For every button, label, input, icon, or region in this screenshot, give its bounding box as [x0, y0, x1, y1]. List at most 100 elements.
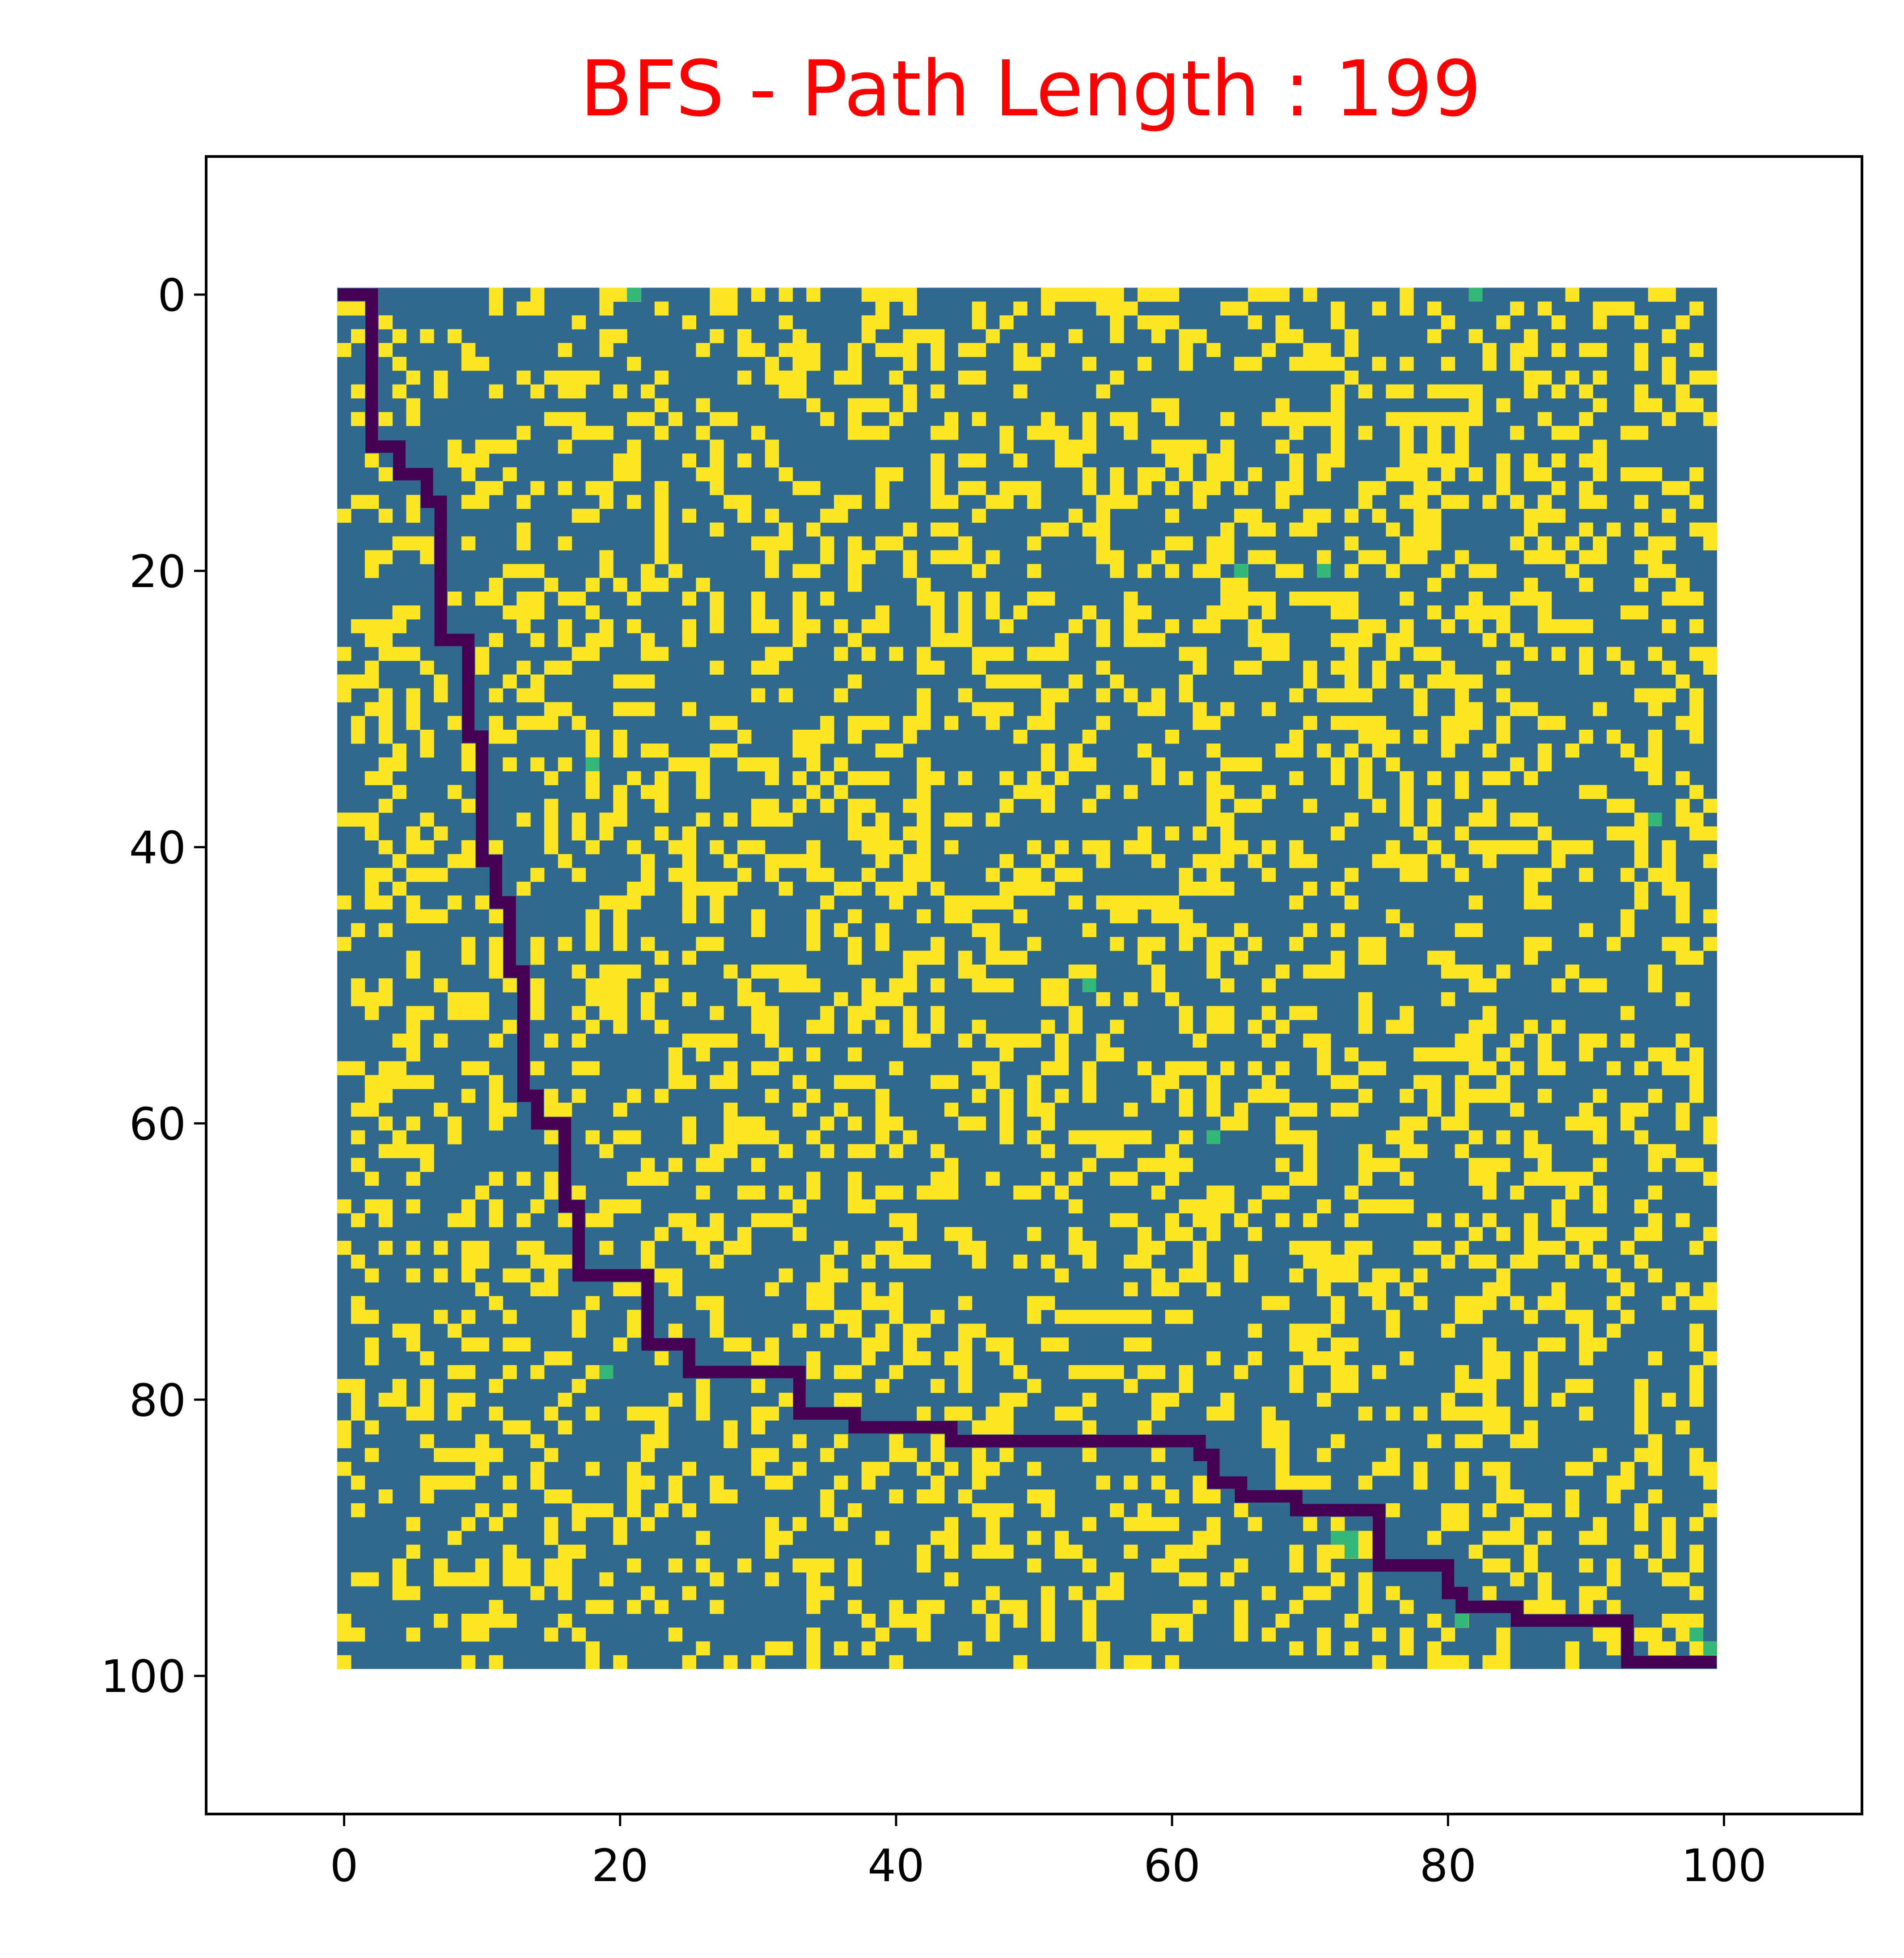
obstacle-cell: [1054, 1047, 1069, 1061]
obstacle-cell: [1523, 647, 1538, 661]
obstacle-cell: [558, 536, 572, 550]
obstacle-cell: [1068, 964, 1096, 979]
obstacle-cell: [792, 799, 807, 813]
obstacle-cell: [1261, 785, 1276, 799]
obstacle-cell: [558, 343, 572, 357]
obstacle-cell: [1275, 1213, 1290, 1227]
obstacle-cell: [1662, 854, 1676, 868]
obstacle-cell: [1110, 1503, 1124, 1518]
obstacle-cell: [944, 1462, 959, 1476]
obstacle-cell: [1676, 398, 1704, 412]
obstacle-cell: [696, 1047, 710, 1061]
obstacle-cell: [986, 1406, 1014, 1421]
obstacle-cell: [1620, 1116, 1635, 1131]
obstacle-cell: [765, 1517, 779, 1531]
obstacle-cell: [1137, 564, 1152, 578]
obstacle-cell: [751, 1158, 766, 1172]
obstacle-cell: [710, 909, 724, 923]
obstacle-cell: [834, 1392, 862, 1407]
obstacle-cell: [1386, 564, 1400, 578]
obstacle-cell: [571, 1517, 586, 1531]
obstacle-cell: [696, 1240, 710, 1255]
obstacle-cell: [1358, 757, 1373, 772]
obstacle-cell: [627, 592, 641, 606]
obstacle-cell: [558, 619, 572, 634]
obstacle-cell: [406, 412, 420, 426]
obstacle-cell: [751, 1379, 766, 1393]
obstacle-cell: [585, 785, 600, 799]
obstacle-cell: [378, 840, 393, 854]
obstacle-cell: [1593, 1627, 1621, 1642]
obstacle-cell: [779, 384, 807, 399]
obstacle-cell: [613, 467, 641, 482]
obstacle-cell: [1289, 453, 1303, 468]
obstacle-cell: [847, 356, 862, 371]
obstacle-cell: [406, 867, 448, 882]
obstacle-cell: [1317, 1061, 1331, 1075]
obstacle-cell: [847, 536, 862, 550]
obstacle-cell: [1082, 1614, 1096, 1628]
obstacle-cell: [599, 812, 627, 827]
obstacle-cell: [875, 854, 889, 868]
obstacle-cell: [917, 1544, 931, 1559]
obstacle-cell: [351, 1503, 365, 1518]
obstacle-cell: [448, 785, 462, 799]
obstacle-cell: [834, 619, 848, 634]
obstacle-cell: [1358, 992, 1373, 1006]
obstacle-cell: [1676, 799, 1690, 813]
obstacle-cell: [682, 895, 696, 910]
obstacle-cell: [972, 1476, 986, 1490]
obstacle-cell: [1013, 453, 1028, 468]
obstacle-cell: [1096, 854, 1110, 868]
obstacle-cell: [1124, 1476, 1138, 1490]
obstacle-cell: [475, 1558, 490, 1573]
obstacle-cell: [779, 343, 821, 357]
obstacle-cell: [834, 785, 848, 799]
obstacle-cell: [337, 508, 351, 523]
obstacle-cell: [1523, 1213, 1538, 1227]
obstacle-cell: [364, 453, 379, 468]
obstacle-cell: [351, 495, 379, 509]
obstacle-cell: [1372, 301, 1386, 316]
obstacle-cell: [903, 1324, 931, 1338]
obstacle-cell: [972, 923, 1000, 937]
obstacle-cell: [1261, 1185, 1290, 1200]
obstacle-cell: [585, 1462, 600, 1476]
obstacle-cell: [1523, 881, 1538, 896]
obstacle-cell: [1124, 1655, 1152, 1670]
obstacle-cell: [1496, 716, 1511, 730]
obstacle-cell: [737, 453, 752, 468]
obstacle-cell: [544, 771, 559, 786]
obstacle-cell: [503, 978, 517, 993]
obstacle-cell: [1427, 840, 1442, 854]
obstacle-cell: [1082, 467, 1096, 482]
obstacle-cell: [530, 1476, 545, 1490]
obstacle-cell: [1634, 895, 1649, 910]
obstacle-cell: [1662, 592, 1704, 606]
obstacle-cell: [1537, 716, 1566, 730]
obstacle-cell: [696, 812, 710, 827]
obstacle-cell: [1400, 1351, 1414, 1366]
obstacle-cell: [847, 1144, 876, 1159]
obstacle-cell: [1248, 854, 1262, 868]
obstacle-cell: [903, 564, 917, 578]
obstacle-cell: [627, 1171, 669, 1186]
obstacle-cell: [1607, 1061, 1621, 1075]
obstacle-cell: [627, 495, 641, 509]
obstacle-cell: [1124, 992, 1138, 1006]
obstacle-cell: [1400, 550, 1428, 564]
obstacle-cell: [489, 1089, 503, 1103]
obstacle-cell: [903, 867, 931, 882]
obstacle-cell: [1523, 1503, 1552, 1518]
obstacle-cell: [696, 343, 710, 357]
obstacle-cell: [847, 398, 889, 412]
obstacle-cell: [351, 1310, 379, 1324]
obstacle-cell: [1082, 923, 1096, 937]
obstacle-cell: [364, 1075, 434, 1089]
obstacle-cell: [1082, 1420, 1096, 1434]
obstacle-cell: [1027, 426, 1069, 440]
obstacle-cell: [1358, 426, 1373, 440]
obstacle-cell: [1206, 964, 1221, 979]
obstacle-cell: [489, 288, 503, 302]
obstacle-cell: [1565, 1254, 1579, 1269]
